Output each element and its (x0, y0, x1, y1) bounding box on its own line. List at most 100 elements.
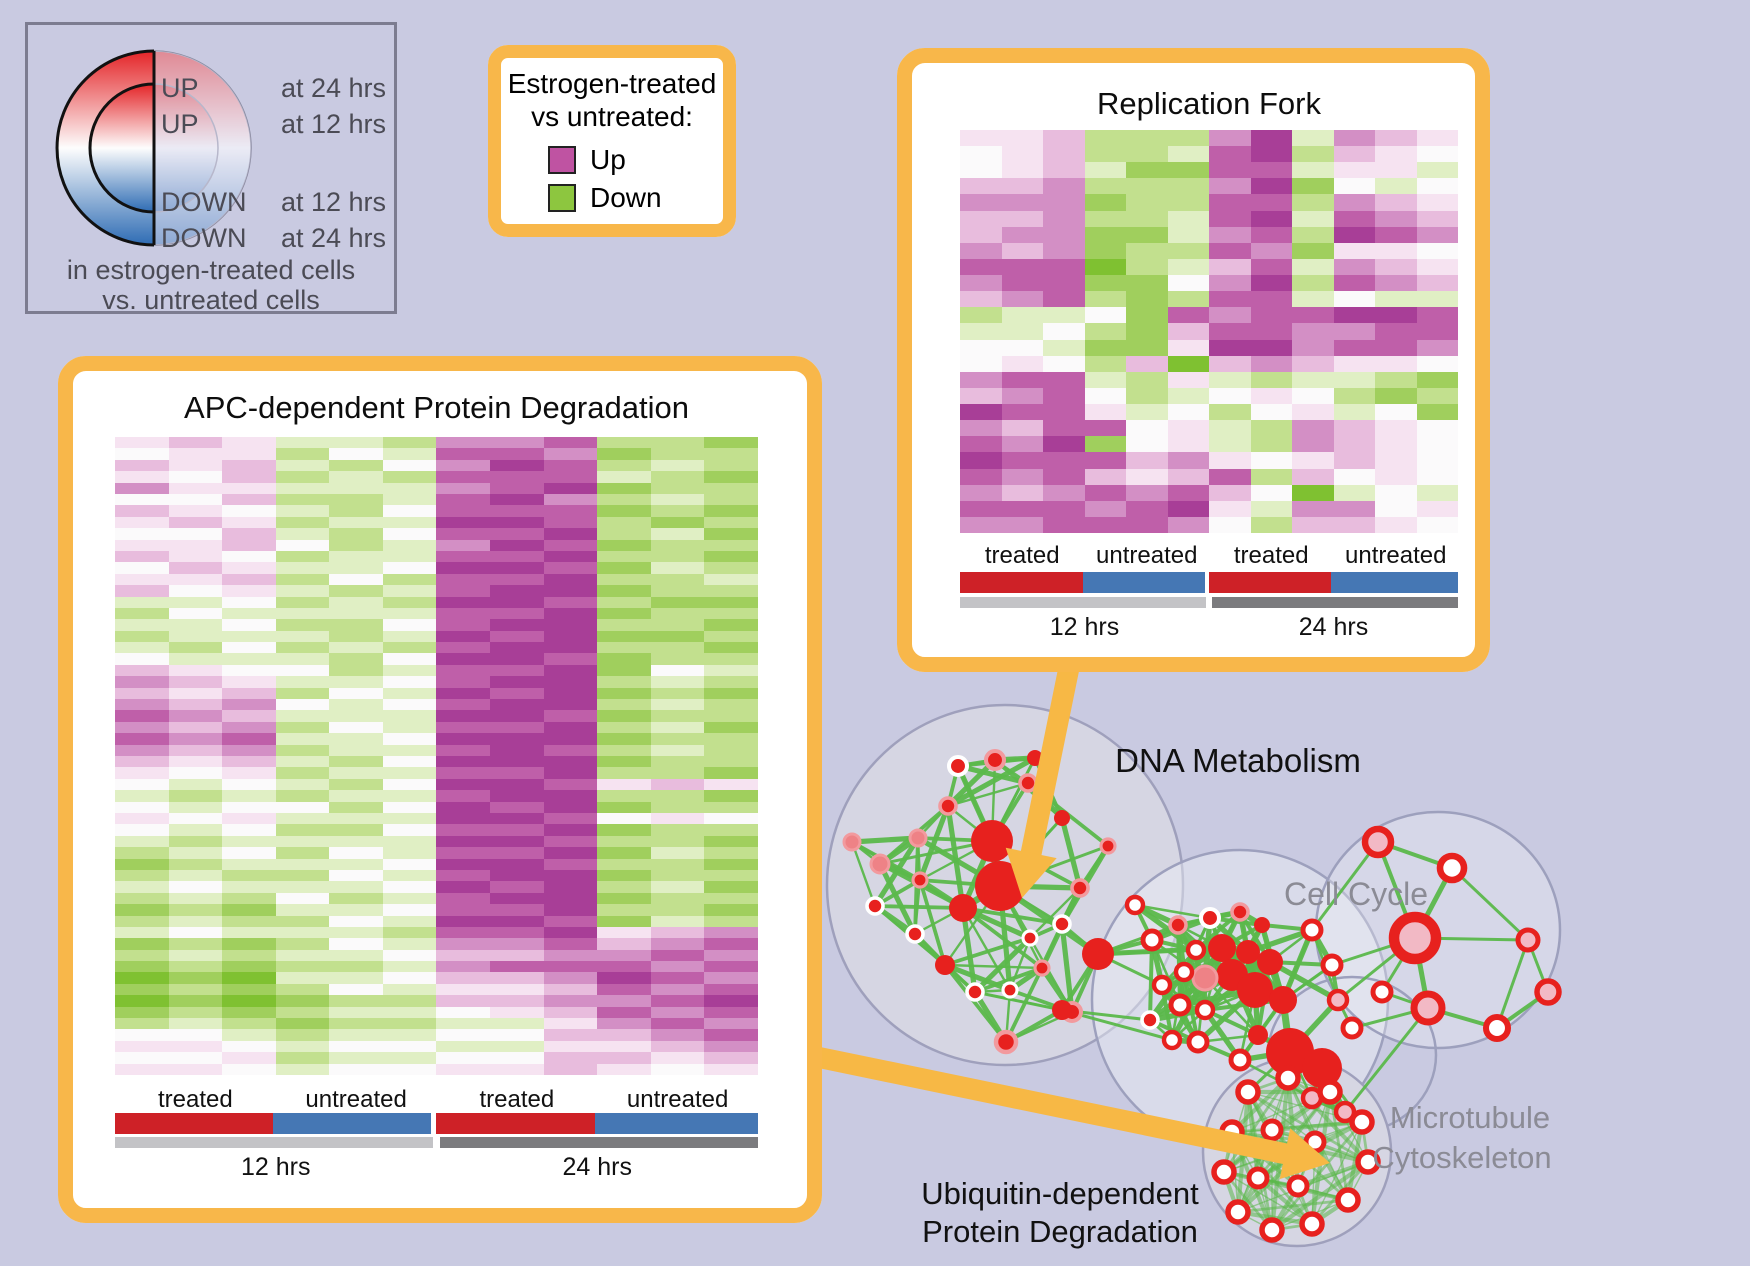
network-node-solid (1266, 1028, 1314, 1076)
apc-group-labels: treated untreated treated untreated (115, 1086, 758, 1114)
network-node-donut (1140, 928, 1164, 952)
network-edge (1008, 937, 1032, 991)
network-node-donutpink (1361, 825, 1395, 859)
replication-fork-panel: Replication Fork treated untreated treat… (897, 48, 1490, 672)
network-edge (1343, 1007, 1430, 1113)
network-node-solid (1254, 917, 1270, 933)
apc-degradation-panel: APC-dependent Protein Degradation treate… (58, 356, 822, 1223)
untreated-bar (1331, 572, 1458, 593)
network-node-pinkring (1168, 915, 1188, 935)
network-edge (1004, 967, 1044, 1043)
key-up-outer-label: UP (161, 73, 199, 103)
network-edge (961, 907, 1012, 991)
time-bar-12hrs (960, 597, 1206, 608)
network-node-donutpink (1326, 988, 1350, 1012)
network-node-donutpink (1534, 978, 1562, 1006)
treated-bar (960, 572, 1083, 593)
apc-panel-title: APC-dependent Protein Degradation (184, 390, 689, 425)
estrogen-legend-box: Estrogen-treated vs untreated: Up Down (488, 45, 736, 237)
network-node-whitering (1021, 929, 1039, 947)
key-time-12-up: at 12 hrs (280, 109, 386, 139)
network-node-donut (1349, 1109, 1375, 1135)
replication-panel-title: Replication Fork (1097, 86, 1321, 121)
up-down-circle-glyph (55, 49, 252, 247)
legend-item-down: Down (548, 182, 662, 214)
network-node-donut (1335, 1187, 1361, 1213)
group-label: untreated (305, 1086, 407, 1113)
untreated-bar (594, 1113, 758, 1134)
network-node-salmon (1191, 964, 1219, 992)
arrow-shaft-replication-to-dna (1020, 645, 1084, 857)
network-node-donut (1168, 993, 1192, 1017)
network-edge (1247, 1091, 1316, 1143)
network-edge (1230, 1076, 1290, 1134)
network-node-donut (1320, 953, 1344, 977)
network-node-solid (1269, 986, 1297, 1014)
treated-bar (1208, 572, 1332, 593)
network-node-donut (1246, 1166, 1270, 1190)
network-node-whitering (1140, 1010, 1160, 1030)
network-node-solid (1236, 940, 1260, 964)
group-label: untreated (1096, 542, 1198, 569)
time-bar-24hrs (1211, 597, 1458, 608)
network-edge (1059, 817, 1083, 889)
network-edge (1271, 1119, 1363, 1133)
key-time-24-down: at 24 hrs (280, 223, 386, 253)
cluster-label-ubiquitin-line1: Ubiquitin-dependent (921, 1176, 1199, 1211)
network-edge (1310, 841, 1380, 931)
network-node-donut (1151, 974, 1173, 996)
network-node-donut (1299, 1211, 1325, 1237)
estrogen-legend-title-line2: vs untreated: (531, 101, 693, 132)
key-caption-line1: in estrogen-treated cells (66, 255, 356, 285)
network-node-donut (1355, 1149, 1381, 1175)
network-node-whitering (1052, 914, 1072, 934)
network-node-donut (1173, 961, 1195, 983)
network-node-pinkring (993, 1029, 1019, 1055)
untreated-bar (273, 1113, 432, 1134)
network-node-salmon (908, 828, 928, 848)
time-label-24hrs: 24 hrs (562, 1153, 632, 1181)
network-node-pinkring (911, 871, 929, 889)
apc-time-labels: 12 hrs 24 hrs (115, 1153, 758, 1182)
network-node-donut (1286, 1174, 1310, 1198)
time-label-24hrs: 24 hrs (1298, 613, 1369, 641)
network-node-pinkring (1230, 902, 1250, 922)
legend-item-up: Up (548, 144, 626, 176)
network-node-donutpink (1388, 911, 1442, 965)
treated-bar (115, 1113, 274, 1134)
network-edge (851, 840, 964, 910)
network-node-donut (1275, 1065, 1301, 1091)
group-label: untreated (1345, 542, 1447, 569)
network-node-solid (1248, 1025, 1268, 1045)
network-node-solid (1052, 1000, 1072, 1020)
network-node-pinkring (1018, 773, 1038, 793)
network-edge (1222, 1077, 1290, 1173)
cluster-label-dna-metabolism: DNA Metabolism (1115, 742, 1361, 779)
network-edge (944, 962, 1011, 993)
network-edge (944, 963, 1043, 970)
group-label: treated (984, 542, 1060, 569)
network-node-donut (1225, 1199, 1251, 1225)
replication-condition-bars (960, 572, 1458, 593)
network-edge (1223, 1171, 1313, 1225)
key-down-inner-label: DOWN (161, 187, 247, 217)
network-node-whitering (965, 982, 985, 1002)
apc-heatmap (115, 437, 758, 1075)
cluster-label-ubiquitin-line2: Protein Degradation (922, 1214, 1198, 1249)
network-edge (851, 835, 919, 845)
network-node-donut (1161, 1029, 1183, 1051)
estrogen-legend-title-line1: Estrogen-treated (507, 68, 717, 99)
network-node-whitering (1001, 981, 1019, 999)
network-node-donut (1211, 1159, 1237, 1185)
network-node-donut (1300, 918, 1324, 942)
network-node-whitering (905, 924, 925, 944)
key-down-outer-label: DOWN (161, 223, 247, 253)
network-edge (1495, 939, 1530, 1029)
untreated-bar (1082, 572, 1205, 593)
network-node-solid (1302, 1048, 1342, 1088)
network-node-donut (1186, 1030, 1210, 1054)
network-edge (1450, 866, 1530, 942)
network-node-donut (1235, 1079, 1261, 1105)
network-node-solid (975, 861, 1025, 911)
